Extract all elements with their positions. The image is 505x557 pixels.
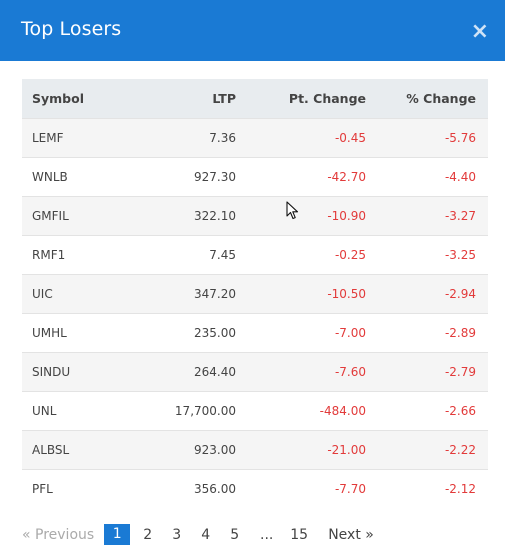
mouse-pointer-icon xyxy=(286,201,299,220)
cell-ltp: 17,700.00 xyxy=(122,391,236,431)
previous-page-button[interactable]: « Previous xyxy=(22,526,95,543)
cell-pt-change: -7.60 xyxy=(236,352,366,392)
cell-pt-change: -0.45 xyxy=(236,118,366,158)
column-header-pt-change[interactable]: Pt. Change xyxy=(236,79,366,119)
cell-symbol: UMHL xyxy=(22,313,122,353)
cell-pct-change: -3.25 xyxy=(366,235,488,275)
cell-symbol: PFL xyxy=(22,469,122,508)
cell-ltp: 235.00 xyxy=(122,313,236,353)
table-row[interactable]: UNL 17,700.00 -484.00 -2.66 xyxy=(22,391,488,431)
table-row[interactable]: UIC 347.20 -10.50 -2.94 xyxy=(22,274,488,314)
cell-symbol: RMF1 xyxy=(22,235,122,275)
modal-header: Top Losers × xyxy=(0,0,505,61)
table-row[interactable]: WNLB 927.30 -42.70 -4.40 xyxy=(22,157,488,197)
modal-title: Top Losers xyxy=(21,18,122,40)
page-button-1[interactable]: 1 xyxy=(104,524,131,545)
cell-symbol: GMFIL xyxy=(22,196,122,236)
cell-pt-change: -10.50 xyxy=(236,274,366,314)
cell-pt-change: -7.70 xyxy=(236,469,366,508)
page-button-15[interactable]: 15 xyxy=(290,526,309,543)
table-row[interactable]: LEMF 7.36 -0.45 -5.76 xyxy=(22,118,488,158)
column-header-symbol[interactable]: Symbol xyxy=(22,79,122,119)
cell-ltp: 322.10 xyxy=(122,196,236,236)
page-button-3[interactable]: 3 xyxy=(172,526,182,543)
cell-pct-change: -2.22 xyxy=(366,430,488,470)
table-row[interactable]: RMF1 7.45 -0.25 -3.25 xyxy=(22,235,488,275)
cell-symbol: SINDU xyxy=(22,352,122,392)
page-button-4[interactable]: 4 xyxy=(201,526,211,543)
cell-pct-change: -2.12 xyxy=(366,469,488,508)
cell-pct-change: -3.27 xyxy=(366,196,488,236)
column-header-ltp[interactable]: LTP xyxy=(122,79,236,119)
cell-pct-change: -2.89 xyxy=(366,313,488,353)
cell-pt-change: -21.00 xyxy=(236,430,366,470)
cell-ltp: 356.00 xyxy=(122,469,236,508)
cell-pt-change: -7.00 xyxy=(236,313,366,353)
close-icon[interactable]: × xyxy=(470,19,489,44)
cell-pt-change: -10.90 xyxy=(236,196,366,236)
table-row[interactable]: ALBSL 923.00 -21.00 -2.22 xyxy=(22,430,488,470)
next-page-button[interactable]: Next » xyxy=(328,526,374,543)
cell-ltp: 347.20 xyxy=(122,274,236,314)
cell-ltp: 927.30 xyxy=(122,157,236,197)
cell-pt-change: -0.25 xyxy=(236,235,366,275)
cell-pt-change: -484.00 xyxy=(236,391,366,431)
cell-ltp: 7.45 xyxy=(122,235,236,275)
page-button-5[interactable]: 5 xyxy=(230,526,240,543)
cell-pct-change: -2.79 xyxy=(366,352,488,392)
page-button-2[interactable]: 2 xyxy=(143,526,153,543)
cell-pct-change: -2.66 xyxy=(366,391,488,431)
cell-ltp: 264.40 xyxy=(122,352,236,392)
cell-pct-change: -2.94 xyxy=(366,274,488,314)
cell-pct-change: -4.40 xyxy=(366,157,488,197)
cell-symbol: LEMF xyxy=(22,118,122,158)
table-header-row: Symbol LTP Pt. Change % Change xyxy=(22,79,488,119)
cell-symbol: UNL xyxy=(22,391,122,431)
table-row[interactable]: UMHL 235.00 -7.00 -2.89 xyxy=(22,313,488,353)
table-row[interactable]: SINDU 264.40 -7.60 -2.79 xyxy=(22,352,488,392)
cell-symbol: WNLB xyxy=(22,157,122,197)
losers-table: Symbol LTP Pt. Change % Change LEMF 7.36-… xyxy=(22,79,488,508)
cell-symbol: UIC xyxy=(22,274,122,314)
table-row[interactable]: PFL 356.00 -7.70 -2.12 xyxy=(22,469,488,508)
cell-ltp: 7.36 xyxy=(122,118,236,158)
column-header-pct-change[interactable]: % Change xyxy=(366,79,488,119)
cell-pct-change: -5.76 xyxy=(366,118,488,158)
cell-symbol: ALBSL xyxy=(22,430,122,470)
cell-pt-change: -42.70 xyxy=(236,157,366,197)
pagination-ellipsis: ... xyxy=(260,526,274,543)
table-row[interactable]: GMFIL 322.10 -10.90 -3.27 xyxy=(22,196,488,236)
pagination: « Previous 1 2 3 4 5 ... 15 Next » xyxy=(22,524,374,545)
cell-ltp: 923.00 xyxy=(122,430,236,470)
